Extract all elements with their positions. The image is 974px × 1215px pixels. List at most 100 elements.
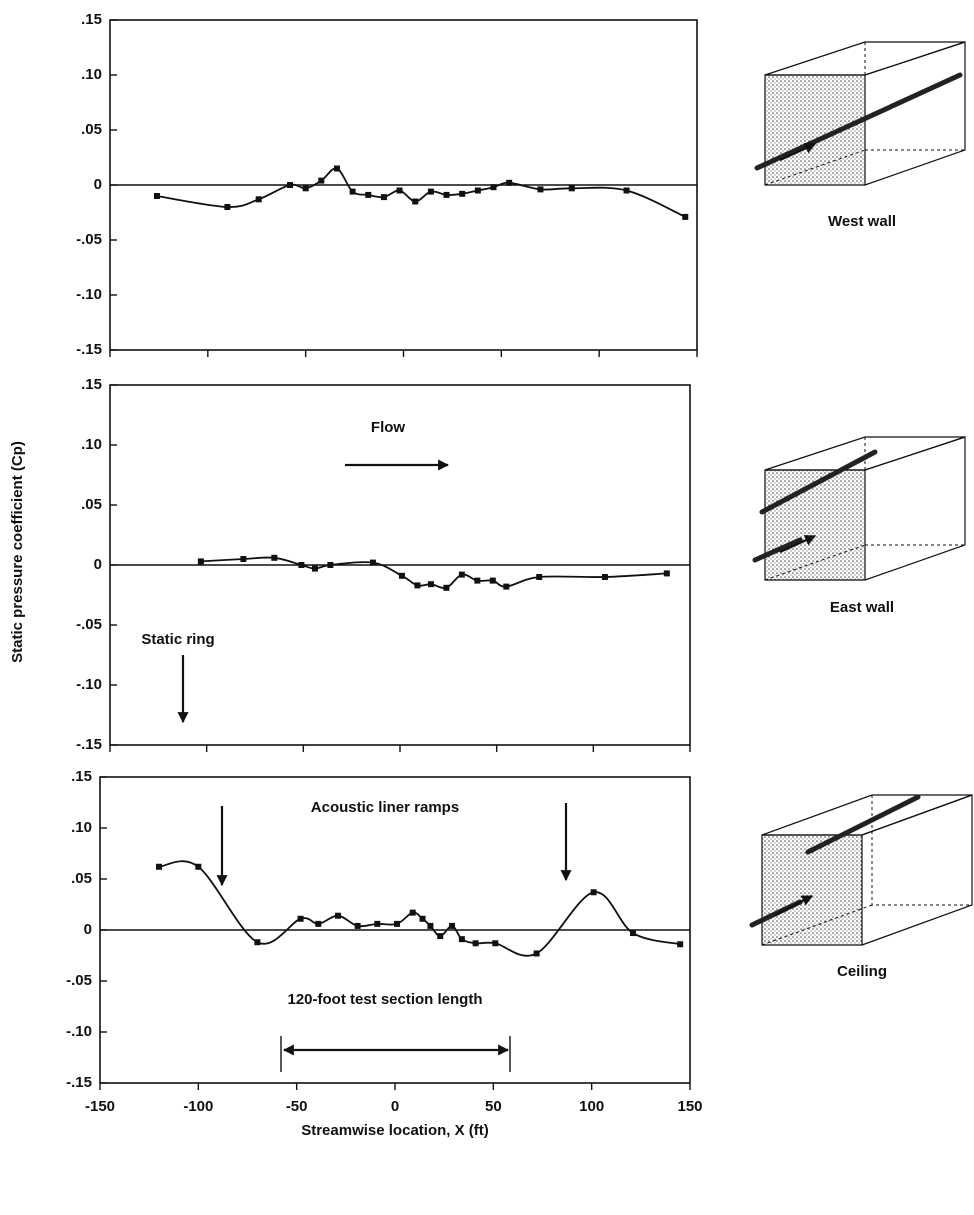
- annotation: Static ring: [141, 631, 214, 648]
- data-point: [380, 194, 387, 201]
- y-tick-label: .10: [71, 819, 92, 836]
- y-tick-label: .10: [81, 436, 102, 453]
- annotation: Flow: [371, 419, 405, 436]
- y-tick-label: .15: [81, 376, 102, 393]
- data-point: [623, 187, 630, 194]
- data-point: [490, 184, 497, 191]
- y-tick-label: 0: [94, 176, 102, 193]
- data-point: [409, 909, 416, 916]
- data-point: [677, 941, 684, 948]
- data-point: [414, 582, 421, 589]
- y-tick-label: .15: [71, 768, 92, 785]
- data-point: [297, 915, 304, 922]
- data-point: [427, 581, 434, 588]
- data-point: [374, 920, 381, 927]
- data-line: [156, 167, 686, 218]
- data-point: [629, 930, 636, 937]
- data-point: [311, 565, 318, 572]
- data-point: [315, 920, 322, 927]
- data-point: [334, 912, 341, 919]
- x-tick-label: 100: [579, 1098, 604, 1115]
- data-point: [682, 213, 689, 220]
- data-point: [254, 939, 261, 946]
- annotation: 120-foot test section length: [287, 991, 482, 1008]
- data-point: [489, 577, 496, 584]
- y-axis-label: Static pressure coefficient (Cp): [9, 441, 26, 663]
- data-point: [224, 204, 231, 210]
- y-tick-label: -.10: [76, 286, 102, 303]
- y-tick-label: -.15: [76, 341, 102, 358]
- data-point: [601, 574, 608, 580]
- data-point: [443, 191, 450, 198]
- data-point: [458, 936, 465, 943]
- data-point: [537, 186, 544, 193]
- y-tick-label: -.10: [76, 676, 102, 693]
- x-tick-label: -100: [183, 1098, 213, 1115]
- data-line: [158, 860, 681, 957]
- data-point: [156, 863, 162, 870]
- data-point: [195, 863, 202, 870]
- data-point: [393, 920, 400, 927]
- data-point: [197, 558, 204, 565]
- data-point: [474, 187, 481, 194]
- data-point: [333, 165, 340, 172]
- x-axis-label: Streamwise location, X (ft): [301, 1122, 489, 1139]
- diagram-caption: West wall: [828, 213, 896, 230]
- y-tick-label: -.15: [76, 736, 102, 753]
- y-tick-label: .05: [81, 496, 102, 513]
- data-point: [458, 571, 465, 578]
- data-point: [365, 191, 372, 198]
- data-point: [287, 182, 294, 188]
- x-tick-label: -150: [85, 1098, 115, 1115]
- west-wall-diagram: [754, 41, 966, 186]
- data-point: [318, 177, 325, 184]
- data-point: [369, 559, 376, 566]
- data-point: [153, 193, 160, 199]
- x-tick-label: 0: [391, 1098, 399, 1115]
- data-point: [568, 185, 575, 192]
- data-point: [419, 915, 426, 922]
- x-tick-label: 50: [485, 1098, 502, 1115]
- y-tick-label: .15: [81, 11, 102, 28]
- y-tick-label: -.10: [66, 1023, 92, 1040]
- data-point: [449, 922, 456, 929]
- data-point: [427, 188, 434, 195]
- x-tick-label: 150: [677, 1098, 702, 1115]
- data-point: [590, 889, 597, 896]
- data-point: [298, 562, 305, 568]
- y-tick-label: .05: [71, 870, 92, 887]
- y-tick-label: -.05: [76, 616, 102, 633]
- ceiling-diagram: [749, 794, 973, 946]
- y-tick-label: -.15: [66, 1074, 92, 1091]
- y-tick-label: .10: [81, 66, 102, 83]
- data-point: [396, 187, 403, 194]
- data-point: [354, 922, 361, 929]
- y-tick-label: -.05: [66, 972, 92, 989]
- data-point: [533, 950, 540, 957]
- data-point: [240, 556, 247, 562]
- data-point: [349, 188, 356, 195]
- east-wall-diagram: [752, 436, 966, 581]
- diagram-caption: Ceiling: [837, 963, 887, 980]
- data-point: [255, 196, 262, 203]
- y-tick-label: -.05: [76, 231, 102, 248]
- diagram-caption: East wall: [830, 599, 894, 616]
- y-tick-label: 0: [84, 921, 92, 938]
- x-tick-label: -50: [286, 1098, 308, 1115]
- data-point: [398, 572, 405, 579]
- data-point: [327, 562, 334, 568]
- data-point: [271, 554, 278, 561]
- data-point: [412, 198, 419, 205]
- data-point: [437, 933, 444, 940]
- data-point: [302, 185, 309, 192]
- data-point: [459, 190, 466, 197]
- annotation: Acoustic liner ramps: [311, 799, 459, 816]
- data-point: [492, 940, 499, 947]
- data-point: [506, 179, 513, 186]
- data-point: [472, 940, 479, 947]
- data-point: [474, 577, 481, 584]
- data-point: [427, 922, 434, 929]
- data-point: [443, 584, 450, 591]
- y-tick-label: .05: [81, 121, 102, 138]
